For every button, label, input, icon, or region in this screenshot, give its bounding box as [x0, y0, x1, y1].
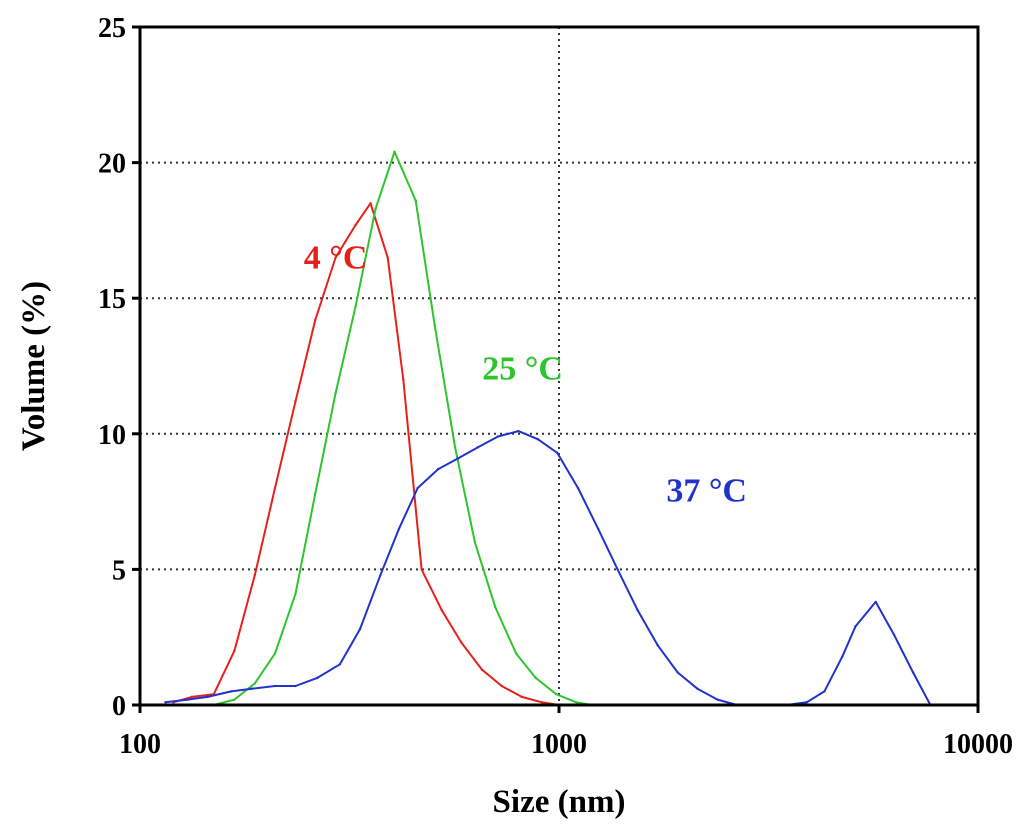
- y-tick-label-3: 15: [98, 284, 126, 315]
- series-0-point-12: [402, 378, 405, 381]
- series-2-point-6: [294, 684, 297, 688]
- series-1-point-18: [575, 701, 578, 704]
- y-tick-label-1: 5: [112, 555, 126, 586]
- series-2-point-20: [576, 486, 580, 490]
- series-1-point-3: [273, 652, 277, 655]
- series-1-point-6: [334, 391, 337, 395]
- series-0-point-10: [369, 202, 372, 205]
- series-line-0: [172, 202, 577, 706]
- series-2-point-15: [476, 446, 479, 449]
- series-0-point-16: [480, 668, 484, 671]
- series-0-point-18: [520, 695, 523, 699]
- series-label-2: 37 °C: [666, 473, 747, 510]
- series-2-point-10: [379, 573, 382, 577]
- ticks-layer: 0 5 10 15 20 25 100 1000 10000: [98, 13, 1013, 760]
- series-2-point-30: [805, 701, 808, 704]
- series-0-point-13: [420, 568, 423, 571]
- series-1-point-8: [374, 207, 377, 210]
- series-2-point-11: [397, 527, 401, 530]
- series-0-point-19: [540, 701, 544, 704]
- x-tick-label-0: 100: [119, 729, 161, 760]
- grid-layer: [140, 27, 978, 705]
- y-tick-label-4: 20: [98, 149, 126, 180]
- series-1-point-7: [354, 305, 357, 308]
- series-2-point-21: [596, 527, 600, 530]
- series-0-point-3: [233, 649, 236, 652]
- series-2-point-23: [636, 608, 639, 612]
- y-tick-label-0: 0: [112, 691, 126, 722]
- series-2-point-1: [186, 698, 189, 701]
- series-0-point-11: [386, 256, 389, 259]
- y-axis-title: Volume (%): [16, 281, 52, 451]
- series-2-point-13: [437, 467, 440, 471]
- series-0-point-8: [334, 256, 337, 259]
- series-2-point-7: [316, 676, 319, 680]
- series-2-point-24: [656, 644, 659, 647]
- x-axis-title: Size (nm): [493, 784, 626, 820]
- x-tick-label-2: 10000: [943, 729, 1013, 760]
- series-label-1: 25 °C: [482, 351, 563, 388]
- series-1-point-10: [414, 199, 417, 202]
- series-2-point-25: [676, 671, 679, 674]
- series-1-point-14: [494, 606, 497, 609]
- series-1-point-15: [514, 652, 518, 655]
- series-2-point-33: [854, 625, 857, 628]
- series-1-point-2: [253, 682, 257, 685]
- series-0-point-17: [500, 684, 503, 688]
- series-2-point-27: [716, 698, 719, 701]
- series-0-point-4: [253, 573, 257, 577]
- series-2-point-18: [536, 438, 539, 441]
- series-2-point-26: [696, 687, 699, 690]
- series-1-point-5: [314, 492, 317, 495]
- series-2-point-36: [911, 671, 915, 674]
- series-2-point-5: [273, 684, 277, 688]
- series-2-point-34: [874, 600, 877, 604]
- series-0-point-14: [440, 608, 443, 612]
- series-2-point-16: [496, 435, 500, 438]
- series-1-point-17: [555, 692, 558, 696]
- series-1-point-11: [433, 324, 436, 327]
- series-1-point-4: [294, 592, 297, 596]
- series-0-point-6: [294, 400, 297, 403]
- series-2-point-8: [338, 663, 342, 666]
- series-2-point-31: [823, 690, 826, 693]
- series-1-point-16: [534, 676, 537, 680]
- series-label-0: 4 °C: [304, 239, 368, 276]
- series-2-point-22: [616, 568, 619, 571]
- series-2-point-35: [892, 633, 896, 636]
- annotation-layer: 4 °C 25 °C 37 °C: [304, 239, 747, 509]
- y-tick-label-5: 25: [98, 13, 126, 44]
- series-2-point-32: [841, 654, 844, 658]
- series-2-point-17: [517, 429, 520, 433]
- series-0-point-9: [354, 223, 357, 227]
- series-2-point-19: [555, 451, 559, 454]
- series-1-point-13: [473, 541, 477, 544]
- series-0-point-5: [273, 486, 277, 490]
- series-1-point-1: [233, 698, 236, 701]
- series-2-point-2: [206, 695, 209, 699]
- series-2-point-4: [250, 687, 254, 690]
- series-0-point-15: [460, 641, 463, 644]
- series-2-point-0: [164, 701, 167, 704]
- series-0-point-1: [190, 695, 194, 699]
- series-line-2: [165, 430, 978, 706]
- series-2-point-14: [457, 457, 460, 460]
- series-1-point-12: [453, 446, 457, 449]
- series-2-point-3: [229, 690, 233, 693]
- series-1-point-9: [393, 150, 396, 153]
- series-layer: [164, 150, 980, 707]
- series-2-point-12: [416, 486, 419, 490]
- y-tick-label-2: 10: [98, 420, 126, 451]
- series-0-point-7: [314, 318, 317, 322]
- series-2-point-9: [358, 627, 362, 631]
- x-tick-label-1: 1000: [531, 729, 587, 760]
